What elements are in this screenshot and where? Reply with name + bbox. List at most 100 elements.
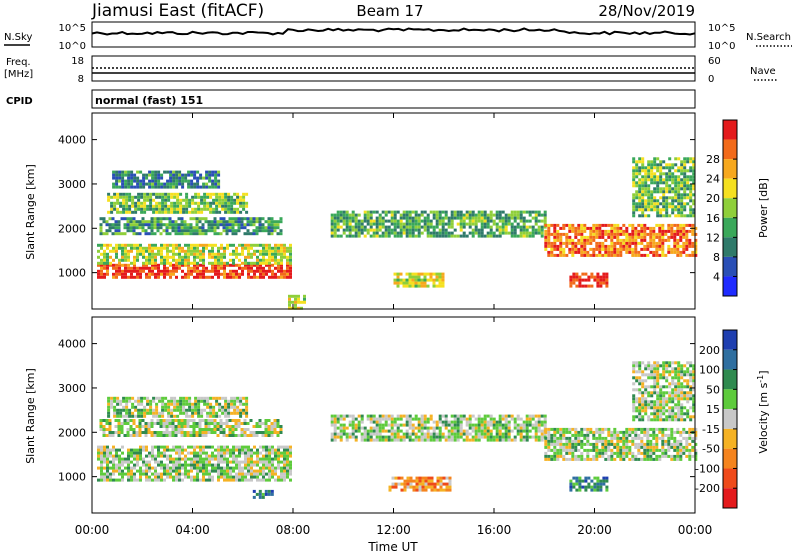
heatmap-cell: [199, 255, 202, 259]
heatmap-cell: [250, 454, 253, 458]
heatmap-cell: [647, 166, 651, 170]
heatmap-cell: [193, 445, 196, 449]
heatmap-cell: [184, 272, 187, 276]
heatmap-cell: [265, 445, 268, 449]
heatmap-cell: [587, 284, 591, 288]
heatmap-cell: [628, 238, 632, 242]
heatmap-cell: [631, 430, 635, 434]
heatmap-cell: [643, 229, 647, 233]
heatmap-cell: [105, 422, 109, 425]
heatmap-cell: [522, 222, 526, 226]
power-colorbar-title: Power [dB]: [757, 178, 770, 238]
heatmap-cell: [215, 198, 219, 202]
heatmap-cell: [128, 204, 132, 208]
heatmap-cell: [153, 434, 157, 437]
heatmap-cell: [139, 246, 142, 250]
heatmap-cell: [146, 399, 150, 403]
heatmap-cell: [667, 235, 671, 239]
heatmap-cell: [686, 175, 690, 179]
heatmap-cell: [525, 210, 529, 214]
heatmap-cell: [402, 281, 406, 285]
heatmap-cell: [653, 196, 657, 200]
heatmap-cell: [108, 226, 112, 230]
heatmap-cell: [516, 432, 520, 436]
heatmap-cell: [378, 423, 382, 427]
heatmap-cell: [429, 438, 433, 442]
heatmap-cell: [483, 432, 487, 436]
heatmap-cell: [498, 429, 502, 433]
heatmap-cell: [519, 225, 523, 229]
heatmap-cell: [204, 419, 208, 422]
heatmap-cell: [173, 192, 177, 196]
heatmap-cell: [200, 198, 204, 202]
heatmap-cell: [483, 435, 487, 439]
heatmap-cell: [255, 492, 259, 496]
heatmap-cell: [258, 223, 262, 227]
heatmap-cell: [330, 438, 334, 442]
heatmap-cell: [180, 434, 184, 437]
heatmap-cell: [607, 244, 611, 248]
heatmap-cell: [150, 229, 154, 233]
heatmap-cell: [513, 417, 517, 421]
heatmap-cell: [562, 253, 566, 257]
heatmap-cell: [283, 457, 286, 461]
heatmap-cell: [498, 426, 502, 430]
heatmap-cell: [426, 234, 430, 238]
heatmap-cell: [133, 266, 136, 270]
heatmap-cell: [99, 419, 103, 422]
heatmap-cell: [680, 214, 684, 218]
heatmap-cell: [240, 434, 244, 437]
heatmap-cell: [516, 414, 520, 418]
heatmap-cell: [426, 438, 430, 442]
heatmap-cell: [513, 435, 517, 439]
heatmap-cell: [547, 226, 551, 230]
heatmap-cell: [628, 430, 632, 434]
heatmap-cell: [399, 234, 403, 238]
heatmap-cell: [151, 261, 154, 265]
heatmap-cell: [664, 229, 668, 233]
heatmap-cell: [170, 399, 174, 403]
heatmap-cell: [199, 269, 202, 273]
heatmap-cell: [483, 414, 487, 418]
heatmap-cell: [115, 454, 118, 458]
heatmap-cell: [171, 434, 175, 437]
heatmap-cell: [658, 430, 662, 434]
heatmap-cell: [610, 247, 614, 251]
heatmap-cell: [399, 219, 403, 223]
heatmap-cell: [571, 238, 575, 242]
heatmap-cell: [396, 219, 400, 223]
heatmap-cell: [189, 229, 193, 233]
heatmap-cell: [661, 244, 665, 248]
heatmap-cell: [141, 223, 145, 227]
heatmap-cell: [213, 425, 217, 428]
heatmap-cell: [498, 432, 502, 436]
heatmap-cell: [396, 225, 400, 229]
heatmap-cell: [665, 214, 669, 218]
heatmap-cell: [181, 275, 184, 279]
heatmap-cell: [366, 231, 370, 235]
heatmap-cell: [637, 427, 641, 431]
heatmap-cell: [236, 411, 240, 415]
heatmap-cell: [220, 451, 223, 455]
heatmap-cell: [198, 419, 202, 422]
heatmap-cell: [107, 408, 111, 412]
heatmap-cell: [208, 475, 211, 479]
heatmap-cell: [351, 426, 355, 430]
heatmap-cell: [507, 414, 511, 418]
heatmap-cell: [432, 234, 436, 238]
heatmap-cell: [154, 266, 157, 270]
heatmap-cell: [164, 192, 168, 196]
heatmap-cell: [277, 460, 280, 464]
heatmap-cell: [148, 460, 151, 464]
heatmap-cell: [498, 213, 502, 217]
heatmap-cell: [97, 466, 100, 470]
heatmap-cell: [190, 451, 193, 455]
heatmap-cell: [137, 201, 141, 205]
heatmap-cell: [632, 157, 636, 161]
heatmap-cell: [199, 243, 202, 247]
heatmap-cell: [197, 207, 201, 211]
heatmap-cell: [103, 266, 106, 270]
heatmap-cell: [106, 243, 109, 247]
heatmap-cell: [179, 402, 183, 406]
heatmap-cell: [154, 173, 158, 177]
